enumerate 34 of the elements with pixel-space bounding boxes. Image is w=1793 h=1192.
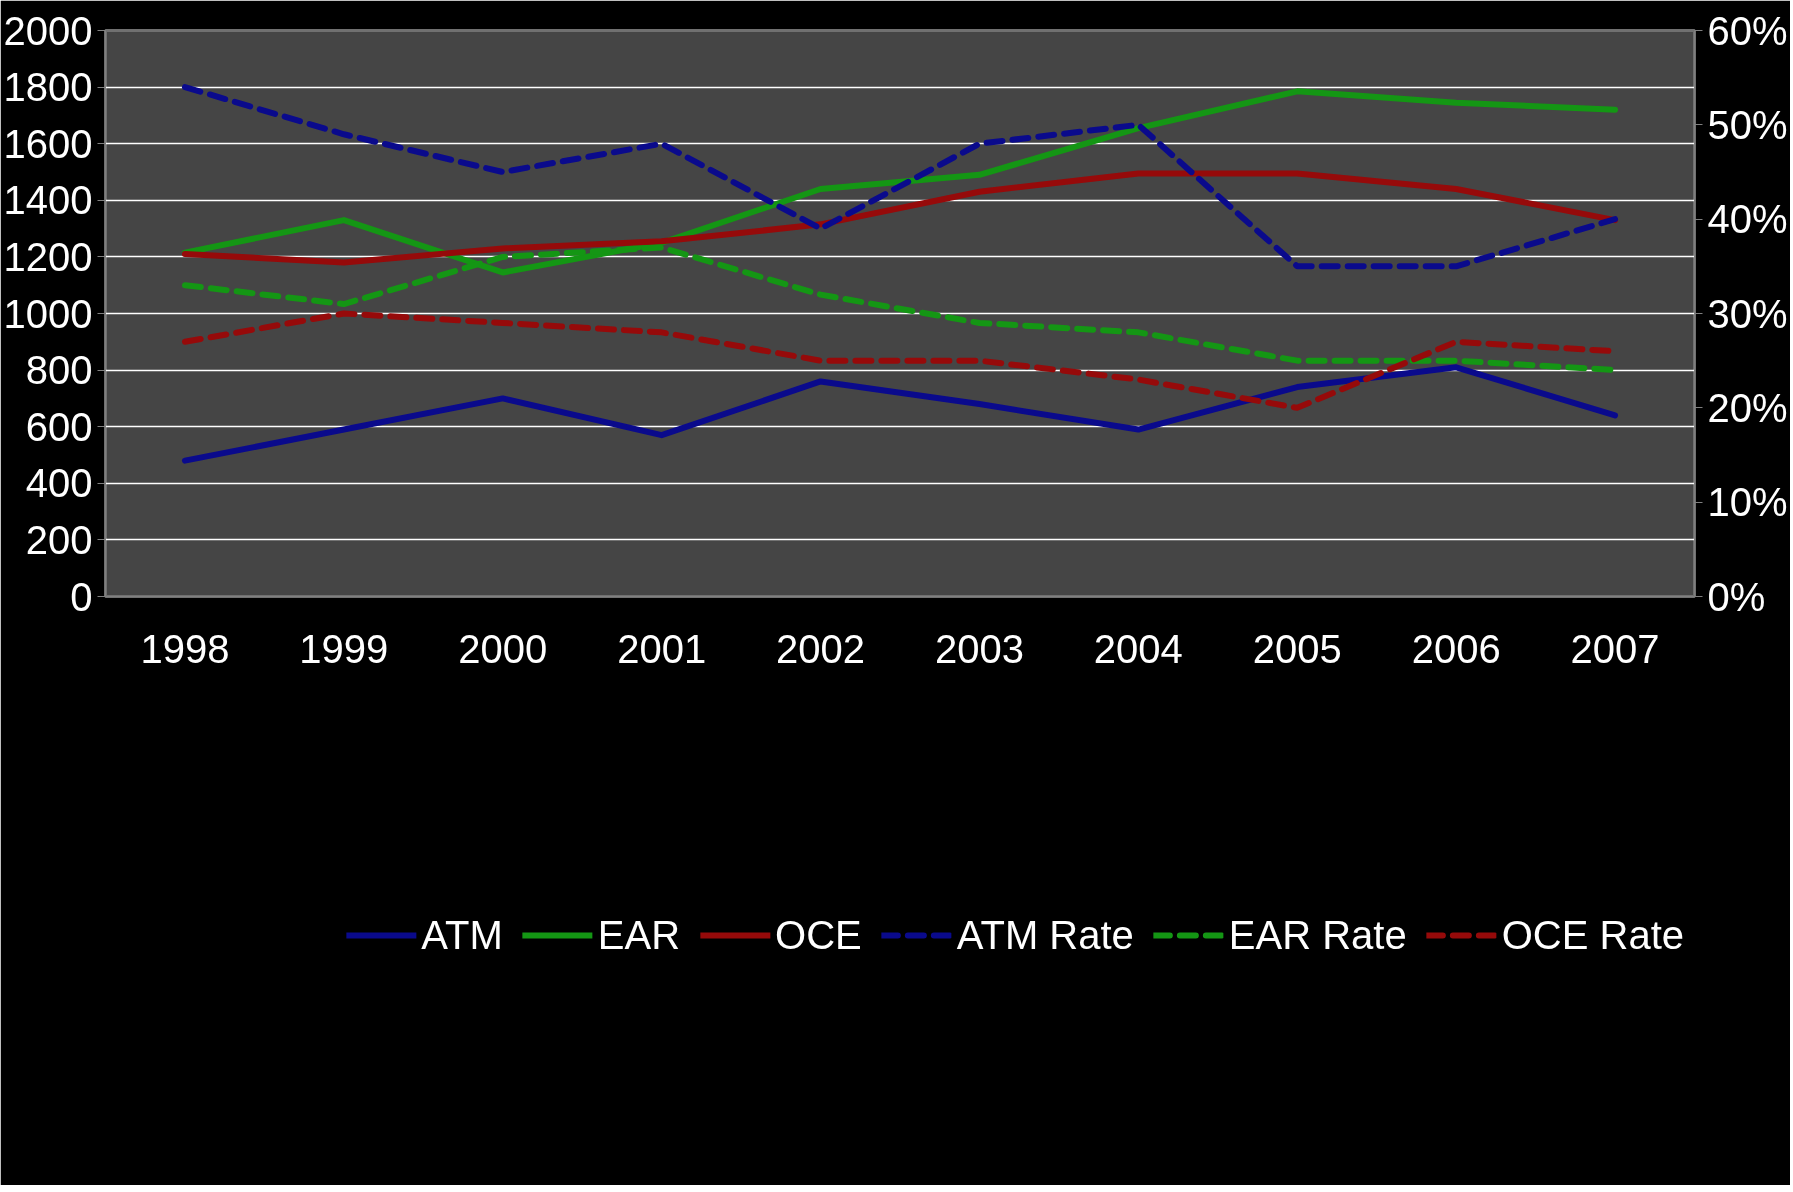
legend-label: OCE	[775, 912, 862, 958]
x-tick-label: 2001	[617, 626, 707, 671]
x-tick-label: 2005	[1252, 626, 1342, 671]
legend-label: ATM	[421, 912, 503, 958]
x-tick-label: 2006	[1411, 626, 1501, 671]
x-tick-label: 1999	[299, 626, 389, 671]
y-tick-label: 200	[25, 517, 93, 562]
y-tick-label: 0	[70, 574, 93, 619]
y2-tick-label: 20%	[1707, 385, 1788, 430]
y2-tick-label: 40%	[1707, 197, 1788, 242]
y2-tick-label: 60%	[1707, 8, 1788, 53]
legend-label: OCE Rate	[1501, 912, 1684, 958]
y2-tick-label: 0%	[1707, 574, 1766, 619]
x-tick-label: 2004	[1093, 626, 1183, 671]
y2-tick-label: 30%	[1707, 291, 1788, 336]
y-tick-label: 1200	[3, 234, 93, 279]
y-tick-label: 600	[25, 404, 93, 449]
y-tick-label: 2000	[3, 8, 93, 53]
legend-label: EAR Rate	[1228, 912, 1407, 958]
legend-label: ATM Rate	[956, 912, 1134, 958]
x-tick-label: 1998	[140, 626, 230, 671]
y2-tick-label: 10%	[1707, 480, 1788, 525]
y-tick-label: 400	[25, 461, 93, 506]
y-tick-label: 1800	[3, 65, 93, 110]
y-tick-label: 1600	[3, 121, 93, 166]
legend-label: EAR	[597, 912, 681, 958]
x-tick-label: 2000	[458, 626, 548, 671]
y2-tick-label: 50%	[1707, 102, 1788, 147]
y-tick-label: 1000	[3, 291, 93, 336]
y-tick-label: 1400	[3, 178, 93, 223]
x-tick-label: 2007	[1570, 626, 1660, 671]
x-tick-label: 2002	[776, 626, 866, 671]
x-tick-label: 2003	[934, 626, 1024, 671]
y-tick-label: 800	[25, 348, 93, 393]
